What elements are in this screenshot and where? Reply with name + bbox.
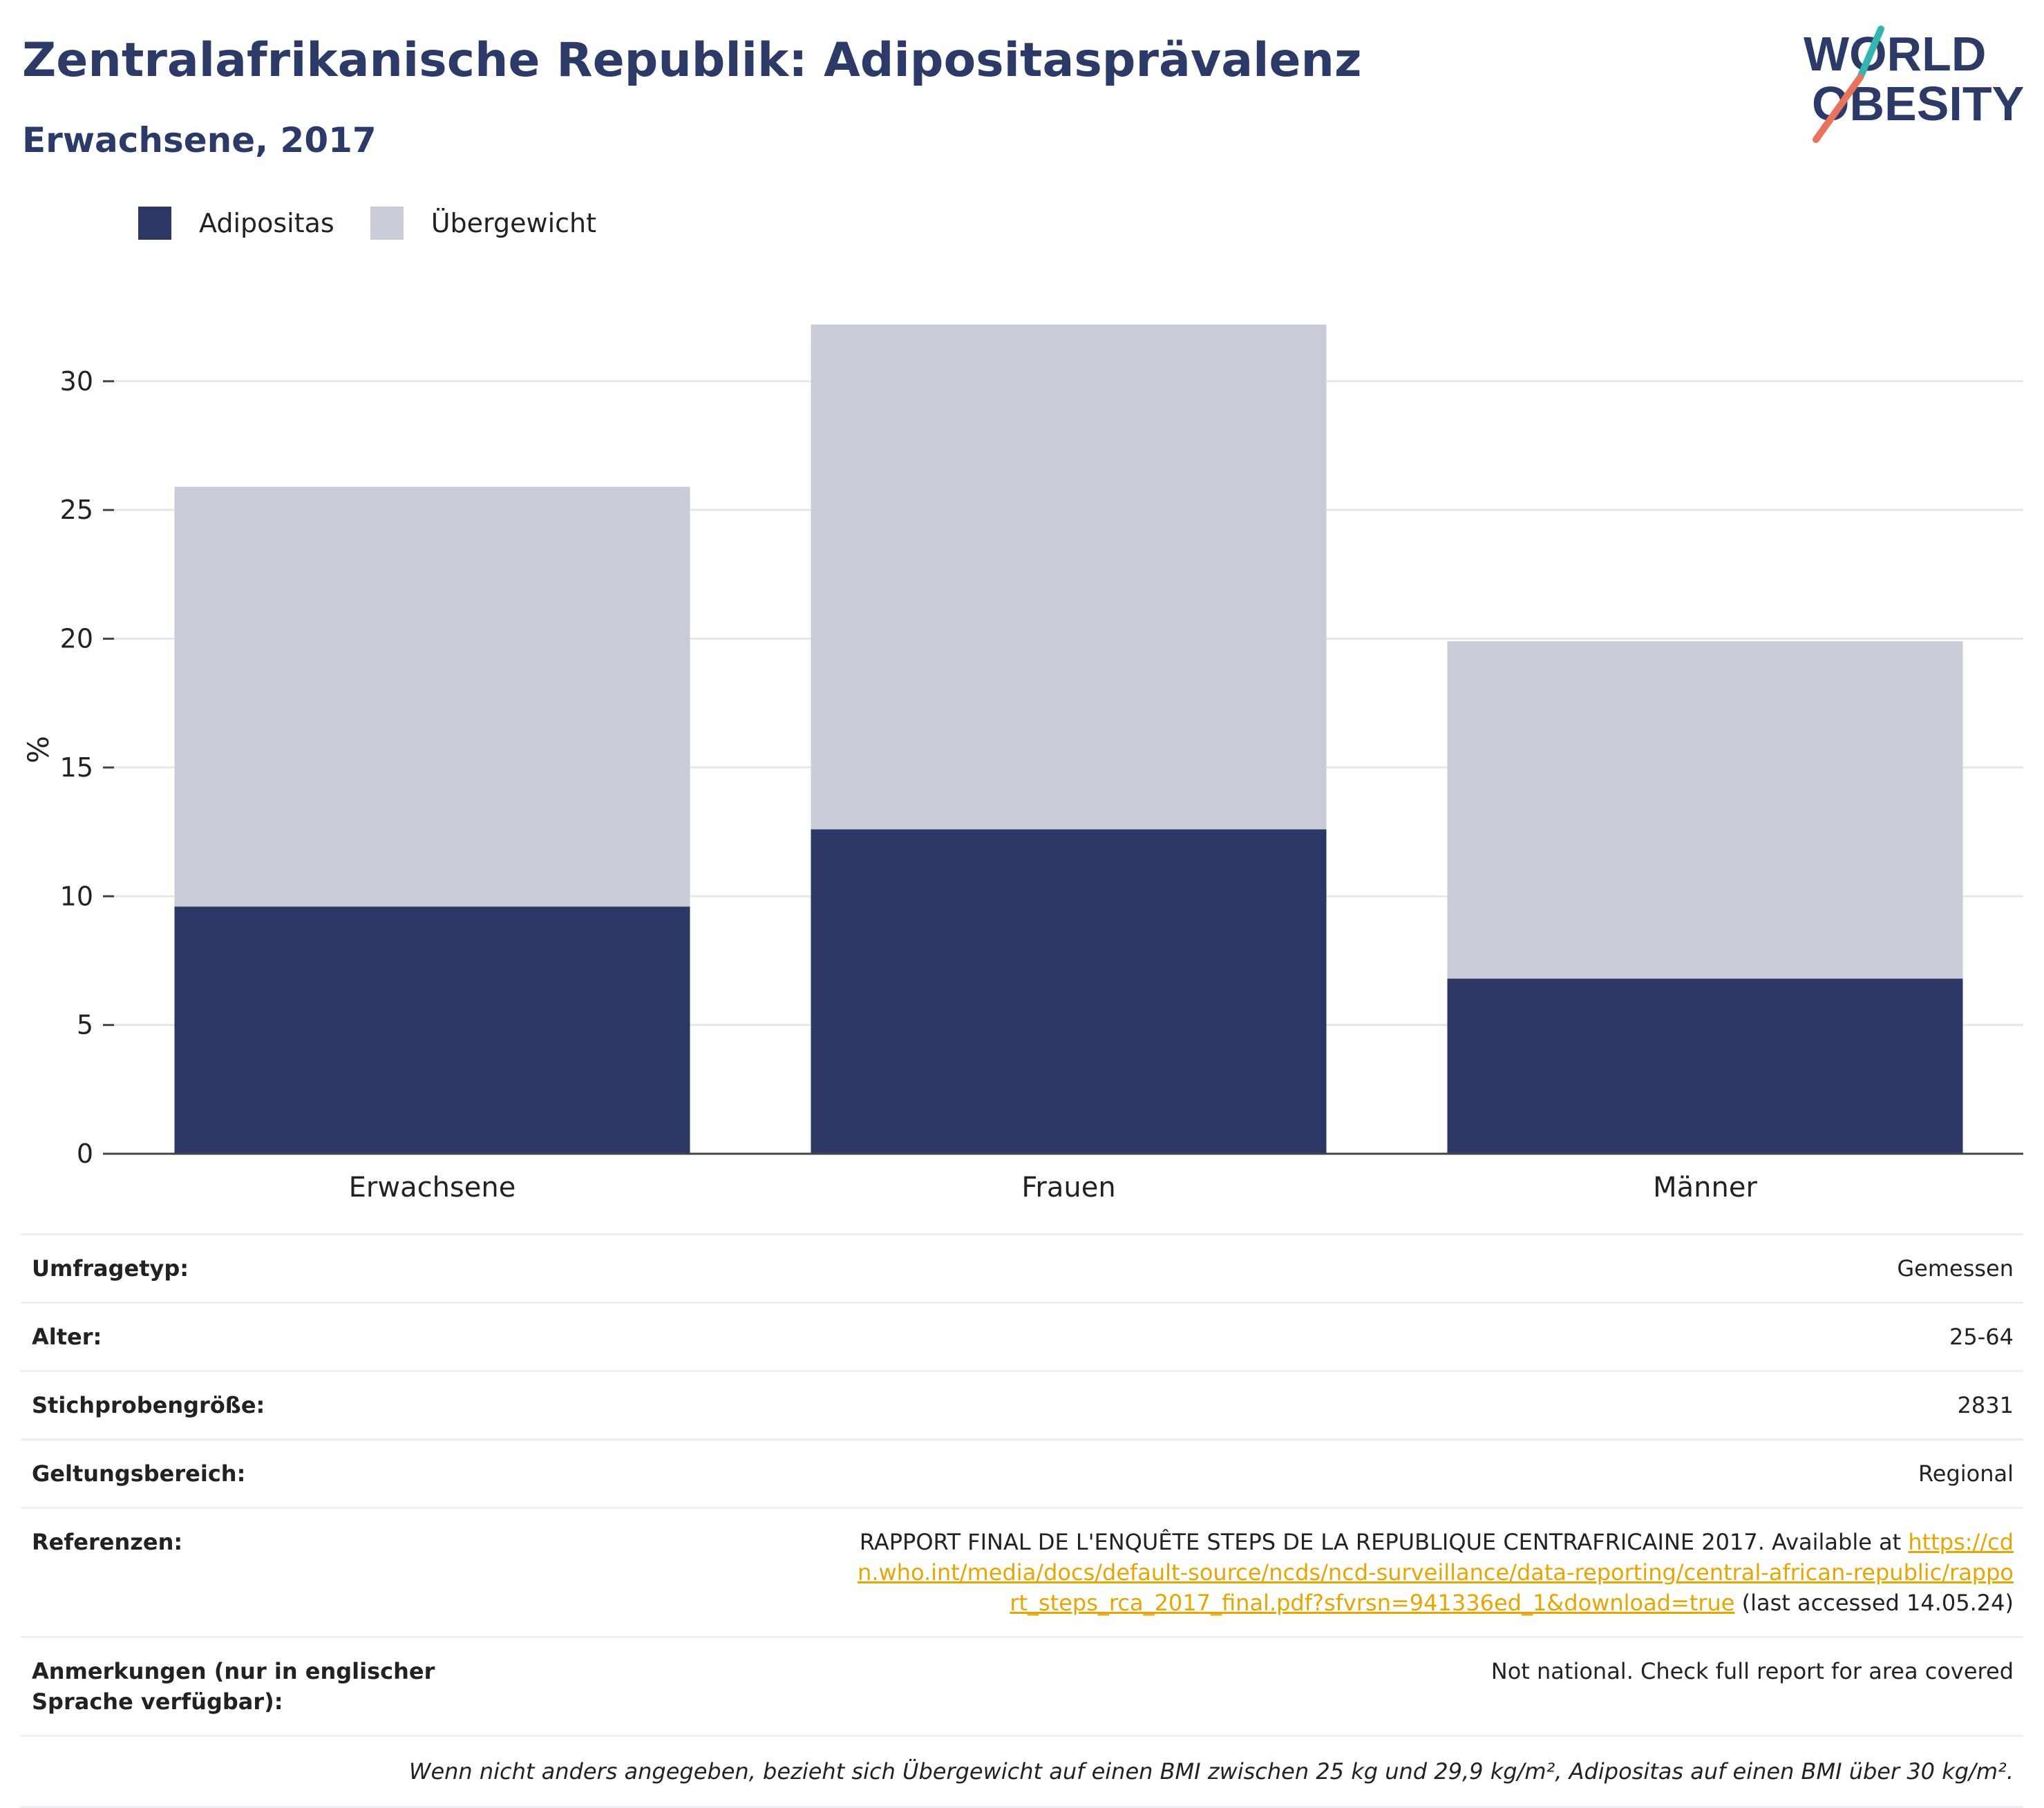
bar-uebergewicht bbox=[174, 486, 690, 907]
bar-adipositas bbox=[174, 906, 690, 1154]
world-obesity-logo-icon: WORLD OBESITY bbox=[1804, 26, 2024, 143]
logo-line1: WORLD bbox=[1804, 27, 1986, 81]
x-tick-label: Männer bbox=[1653, 1172, 1757, 1203]
legend-item-uebergewicht[interactable]: Übergewicht bbox=[370, 207, 596, 240]
y-tick-label: 20 bbox=[60, 624, 93, 654]
legend-label-uebergewicht: Übergewicht bbox=[430, 208, 596, 238]
y-tick-label: 25 bbox=[60, 495, 93, 525]
y-tick-label: 15 bbox=[60, 752, 93, 783]
y-tick-label: 10 bbox=[60, 881, 93, 911]
info-value: 2831 bbox=[1957, 1392, 2014, 1418]
info-label: Referenzen: bbox=[32, 1529, 183, 1555]
legend-item-adipositas[interactable]: Adipositas bbox=[138, 207, 334, 240]
info-row-scope: Geltungsbereich: Regional bbox=[21, 1438, 2023, 1507]
info-value: Regional bbox=[1918, 1460, 2014, 1487]
info-table: Umfragetyp: Gemessen Alter: 25-64 Stichp… bbox=[21, 1233, 2023, 1808]
reference-link[interactable]: https://cdn.who.int/media/docs/default-s… bbox=[858, 1529, 2014, 1616]
info-label: Stichprobengröße: bbox=[32, 1392, 265, 1418]
info-row-references: Referenzen: RAPPORT FINAL DE L'ENQUÊTE S… bbox=[21, 1507, 2023, 1636]
x-tick-label: Erwachsene bbox=[349, 1172, 516, 1203]
logo-slash-coral bbox=[1813, 74, 1864, 143]
legend-swatch-uebergewicht bbox=[370, 207, 404, 240]
info-row-sample-size: Stichprobengröße: 2831 bbox=[21, 1370, 2023, 1438]
y-tick-label: 30 bbox=[60, 366, 93, 397]
y-tick-label: 5 bbox=[77, 1010, 93, 1040]
info-value: Not national. Check full report for area… bbox=[1491, 1658, 2014, 1684]
info-row-notes: Anmerkungen (nur in englischer Sprache v… bbox=[21, 1636, 2023, 1735]
info-label: Anmerkungen (nur in englischer Sprache v… bbox=[32, 1658, 435, 1715]
logo-slash-teal bbox=[1857, 26, 1884, 81]
footnote: Wenn nicht anders angegeben, bezieht sic… bbox=[21, 1735, 2023, 1808]
y-tick-label: 0 bbox=[77, 1139, 93, 1169]
references-text: RAPPORT FINAL DE L'ENQUÊTE STEPS DE LA R… bbox=[859, 1529, 1902, 1555]
info-value: Gemessen bbox=[1897, 1255, 2014, 1282]
references-value: RAPPORT FINAL DE L'ENQUÊTE STEPS DE LA R… bbox=[853, 1527, 2014, 1618]
info-label: Alter: bbox=[32, 1324, 102, 1350]
logo-line2: OBESITY bbox=[1812, 77, 2024, 131]
bar-chart: 0 5 10 15 20 25 30% Erwachsene Frauen Männer bbox=[21, 324, 2023, 1203]
info-label: Geltungsbereich: bbox=[32, 1460, 246, 1487]
legend-label-adipositas: Adipositas bbox=[199, 208, 334, 238]
page-subtitle: Erwachsene, 2017 bbox=[22, 120, 377, 160]
references-suffix: (last accessed 14.05.24) bbox=[1741, 1590, 2014, 1616]
info-row-survey-type: Umfragetyp: Gemessen bbox=[21, 1233, 2023, 1302]
bar-uebergewicht bbox=[811, 324, 1327, 830]
info-label: Umfragetyp: bbox=[32, 1255, 189, 1282]
bar-adipositas bbox=[1447, 978, 1963, 1154]
y-axis-label: % bbox=[21, 736, 55, 763]
x-tick-label: Frauen bbox=[1021, 1172, 1115, 1203]
info-row-age: Alter: 25-64 bbox=[21, 1302, 2023, 1370]
chart-legend: Adipositas Übergewicht bbox=[138, 206, 632, 240]
bar-uebergewicht bbox=[1447, 641, 1963, 979]
info-value: 25-64 bbox=[1949, 1324, 2014, 1350]
legend-swatch-adipositas bbox=[138, 207, 171, 240]
page-title: Zentralafrikanische Republik: Adipositas… bbox=[22, 33, 1362, 88]
bar-adipositas bbox=[811, 829, 1327, 1154]
